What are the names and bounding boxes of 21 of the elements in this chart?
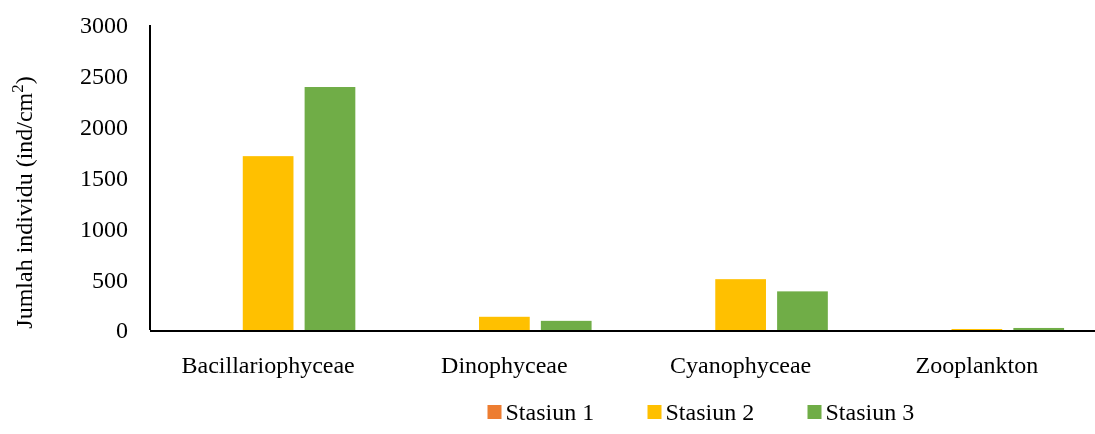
x-tick-label: Zooplankton xyxy=(915,352,1039,378)
y-tick-label: 0 xyxy=(116,317,128,344)
y-tick-label: 3000 xyxy=(80,12,128,39)
bar xyxy=(777,291,828,330)
bar xyxy=(715,279,766,330)
bar xyxy=(242,156,294,330)
y-tick-label: 2500 xyxy=(80,63,128,90)
x-tick-label: Cyanophyceae xyxy=(669,352,812,378)
bar xyxy=(540,320,592,330)
legend-label: Stasiun 3 xyxy=(825,399,915,425)
bar xyxy=(1013,327,1065,330)
y-tick-label: 1000 xyxy=(80,215,128,242)
legend-label: Stasiun 2 xyxy=(665,399,755,425)
bar xyxy=(304,87,356,330)
x-tick-label: Bacillariophyceae xyxy=(181,352,355,378)
bar xyxy=(479,316,530,330)
y-tick-label: 500 xyxy=(92,266,128,293)
legend-label: Stasiun 1 xyxy=(505,399,595,425)
x-tick-label: Dinophyceae xyxy=(441,352,568,378)
y-tick-label: 1500 xyxy=(80,164,128,191)
y-tick-label: 2000 xyxy=(80,114,128,141)
